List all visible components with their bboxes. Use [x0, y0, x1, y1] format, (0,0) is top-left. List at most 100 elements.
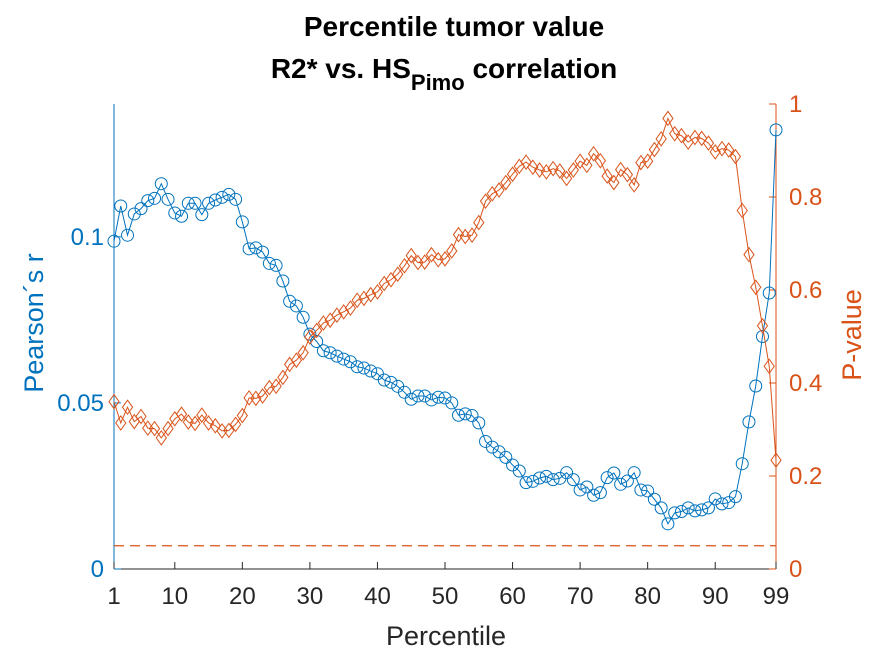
pearson-r-point [222, 187, 236, 201]
p-value-point [148, 420, 161, 437]
pearson-r-point [418, 389, 432, 403]
chart-title-end: correlation [465, 53, 617, 84]
pearson-r-point [735, 457, 749, 471]
pearson-r-point [647, 492, 661, 506]
pearson-r-point [695, 503, 709, 517]
p-value-point [398, 257, 411, 274]
p-value-point [608, 174, 620, 191]
p-value-point [486, 185, 498, 202]
pearson-r-point [296, 310, 310, 324]
pearson-r-point [627, 466, 641, 480]
y-left-tick-label: 0 [91, 556, 104, 583]
p-value-point [236, 407, 249, 424]
p-value-point [527, 159, 539, 176]
p-value-point [290, 352, 303, 369]
pearson-r-point [384, 375, 398, 389]
x-tick-label: 30 [297, 583, 324, 610]
pearson-r-point [215, 190, 229, 204]
p-value-point [466, 227, 478, 243]
pearson-r-point [337, 352, 351, 366]
y-right-tick-label: 0 [789, 556, 802, 583]
pearson-r-point [343, 355, 357, 369]
p-value-point [506, 166, 519, 183]
p-value-point [270, 378, 282, 395]
p-value-point [419, 254, 431, 270]
p-value-point [574, 153, 586, 170]
p-value-point [581, 157, 593, 174]
p-value-point [365, 286, 377, 303]
pearson-r-point [283, 294, 297, 308]
pearson-r-point [614, 477, 628, 491]
p-value-point [115, 415, 127, 431]
pearson-r-series-line [113, 129, 777, 525]
p-value-point [723, 142, 735, 158]
p-value-point [560, 170, 573, 187]
x-tick-label: 60 [499, 583, 526, 610]
pearson-r-point [749, 379, 763, 393]
p-value-point [533, 162, 546, 178]
p-value-point [473, 214, 485, 231]
pearson-r-point [438, 391, 452, 405]
p-value-point [594, 152, 607, 169]
pearson-r-point [229, 192, 243, 206]
p-value-point [729, 148, 742, 165]
pearson-r-point [539, 469, 553, 483]
x-tick-label: 90 [702, 583, 729, 610]
y-right-tick-label: 0.4 [789, 370, 822, 397]
p-value-point [189, 415, 201, 432]
p-value-point [196, 407, 208, 423]
pearson-r-point [397, 385, 411, 399]
y-left-tick-label: 0.05 [57, 390, 104, 417]
pearson-r-point [546, 473, 560, 487]
pearson-r-point [330, 349, 344, 363]
p-value-point [628, 177, 640, 193]
p-value-point [493, 182, 505, 198]
pearson-r-point [208, 193, 222, 207]
pearson-r-point [242, 242, 256, 256]
p-value-point [304, 329, 316, 345]
pearson-r-point [458, 407, 472, 421]
y-axis-label-right: P-value [837, 289, 867, 381]
p-value-point [121, 399, 134, 416]
p-value-series-line [113, 117, 777, 461]
p-value-point [702, 135, 715, 151]
p-value-point [331, 307, 343, 323]
p-value-point [108, 393, 120, 410]
pearson-r-point [593, 486, 607, 500]
p-value-point [378, 275, 390, 292]
p-value-point [601, 168, 613, 184]
p-value-point [669, 125, 681, 142]
pearson-r-point [364, 364, 378, 378]
x-tick-label: 80 [634, 583, 661, 610]
p-value-point [500, 174, 512, 191]
p-value-point [256, 388, 269, 404]
pearson-r-point [188, 196, 202, 210]
y-axis-label-left: Pearson´s r [19, 253, 49, 393]
pearson-r-point [134, 202, 148, 216]
p-value-point [689, 129, 701, 146]
pearson-r-point [755, 330, 769, 343]
x-tick-label: 10 [161, 583, 188, 610]
pearson-r-point [175, 209, 189, 223]
pearson-r-point [580, 480, 594, 494]
pearson-r-point [485, 440, 499, 454]
p-value-point [297, 344, 309, 361]
p-value-point [716, 140, 728, 157]
pearson-r-point [762, 286, 776, 300]
p-value-point [223, 422, 235, 439]
pearson-r-point [728, 490, 742, 504]
p-value-point [736, 202, 748, 219]
pearson-r-point [654, 501, 668, 515]
x-tick-label: 20 [229, 583, 256, 610]
pearson-r-point [742, 415, 756, 429]
x-tick-label: 99 [763, 583, 790, 610]
x-tick-label: 70 [567, 583, 594, 610]
pearson-r-point [499, 450, 513, 464]
pearson-r-point [404, 392, 418, 406]
pearson-r-point [377, 373, 391, 387]
pearson-r-point [350, 360, 364, 374]
pearson-r-point [715, 497, 729, 511]
x-tick-label: 1 [107, 583, 120, 610]
p-value-point [344, 300, 357, 316]
